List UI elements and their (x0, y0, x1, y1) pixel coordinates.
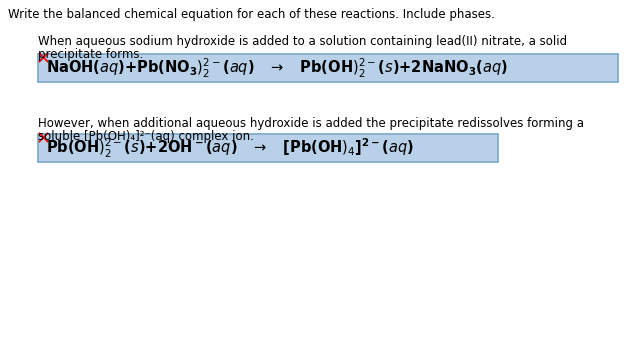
Text: Write the balanced chemical equation for each of these reactions. Include phases: Write the balanced chemical equation for… (8, 8, 495, 21)
Text: ✕: ✕ (36, 130, 51, 148)
Text: $\mathbf{Pb}$$\boldsymbol{(}$$\mathbf{OH}$$\boldsymbol{)_2^{2-}}$$\boldsymbol{(}: $\mathbf{Pb}$$\boldsymbol{(}$$\mathbf{OH… (46, 137, 414, 159)
Text: When aqueous sodium hydroxide is added to a solution containing lead(II) nitrate: When aqueous sodium hydroxide is added t… (38, 35, 567, 48)
Text: ✕: ✕ (36, 50, 51, 68)
FancyBboxPatch shape (38, 134, 498, 162)
Text: However, when additional aqueous hydroxide is added the precipitate redissolves : However, when additional aqueous hydroxi… (38, 117, 584, 130)
FancyBboxPatch shape (38, 54, 618, 82)
Text: soluble [Pb(OH)₄]²⁻(aq) complex ion.: soluble [Pb(OH)₄]²⁻(aq) complex ion. (38, 130, 254, 143)
Text: $\mathbf{NaOH}$$\boldsymbol{(}$$\mathit{aq}$$\boldsymbol{)}$$\mathbf{+ Pb}$$\bol: $\mathbf{NaOH}$$\boldsymbol{(}$$\mathit{… (46, 56, 508, 80)
Text: precipitate forms.: precipitate forms. (38, 48, 143, 61)
